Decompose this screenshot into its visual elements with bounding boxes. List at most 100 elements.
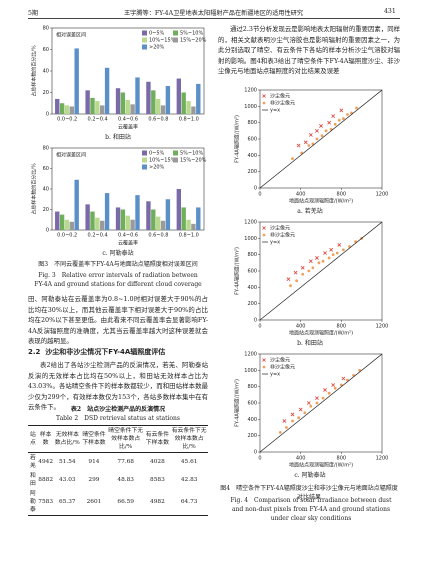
reference-line	[259, 221, 383, 321]
bar-chart: 0 20 40 60 80 占总样本数的百分比/% 0.0~0.2 0.2~0.4 0.4~0.…	[31, 26, 207, 131]
bar	[135, 195, 140, 230]
bar	[160, 220, 166, 230]
table-title-en: Table 2 DSD retrieval status at stations	[56, 415, 180, 422]
issue: 5期	[28, 10, 39, 17]
table-cell: 7583	[38, 499, 54, 505]
table-body: 若羌 4942 51.54 914 77.68 4028 45.61 和田 8882 43.03 2…	[28, 453, 208, 516]
legend-swatch	[142, 150, 147, 156]
bar	[100, 220, 105, 230]
point	[301, 272, 305, 276]
bar	[69, 106, 75, 114]
bar	[120, 209, 126, 230]
point	[297, 416, 301, 420]
legend-label: 沙尘像元	[270, 225, 290, 232]
x-tick-label: 0	[258, 192, 261, 198]
point	[327, 391, 331, 395]
table: 站点 样本数 无效样本数占比/% 晴空条件下样本数 晴空条件下无效样本数占比/% 有云条件…	[28, 425, 208, 516]
legend-swatch	[142, 44, 147, 50]
table-cell: 66.59	[117, 499, 134, 505]
y-tick-label: 800	[247, 384, 257, 390]
bar	[90, 97, 95, 114]
y-tick-label: 80	[43, 26, 49, 32]
point	[323, 251, 327, 255]
legend-label: y=x	[270, 372, 280, 378]
table-cell: 43.03	[58, 477, 76, 483]
legend-label: 非沙尘像元	[270, 100, 295, 107]
legend-swatch	[173, 157, 178, 163]
section-number: 2.2	[28, 348, 41, 356]
bar	[104, 193, 110, 230]
panel-caption: c. 阿勒泰站	[294, 472, 326, 479]
bar	[59, 214, 65, 230]
point	[296, 143, 301, 148]
page-number: 431	[384, 8, 396, 15]
x-axis-label: 云覆盖率	[118, 240, 138, 247]
legend-swatch	[262, 358, 266, 362]
y-tick-label: 800	[247, 120, 257, 126]
x-tick-label: 0.4~0.6	[118, 233, 138, 239]
x-tick-label: 800	[337, 456, 347, 462]
x-tick-label: 0	[258, 456, 261, 462]
legend-swatch	[262, 94, 266, 98]
table-cell: 8583	[150, 477, 165, 483]
legend-swatch	[142, 30, 147, 36]
legend-swatch	[173, 30, 178, 36]
bar	[155, 216, 161, 230]
scatter-chart: 0 200 400 600 800 1000 1200 0 400 800 1200 FY-4A辐照度…	[234, 220, 389, 337]
table-cell: 站点	[30, 432, 36, 446]
y-tick-label: 1200	[244, 220, 257, 226]
legend-label: 5%~10%	[180, 151, 203, 157]
point	[337, 242, 342, 247]
table-cell: 有云条件下样本数	[145, 432, 169, 446]
legend-label: 沙尘像元	[270, 93, 290, 100]
y-tick-label: 0	[46, 112, 49, 118]
y-tick-label: 400	[247, 417, 257, 423]
point	[331, 253, 335, 257]
x-tick-label: 1200	[376, 192, 389, 198]
x-tick-label: 0.2~0.4	[88, 117, 108, 123]
point	[309, 404, 313, 408]
table-cell: 和田	[30, 473, 36, 487]
bar	[90, 211, 95, 230]
y-tick-label: 20	[43, 207, 49, 213]
legend-title: 相对误差区间	[56, 32, 86, 39]
point	[333, 122, 337, 126]
y-tick-label: 0	[46, 228, 49, 234]
table-cell: 65.37	[58, 499, 76, 505]
point	[331, 114, 336, 119]
legend-label: 10%~15%	[149, 38, 176, 44]
point	[315, 137, 319, 141]
table-header: 站点 样本数 无效样本数占比/% 晴空条件下样本数 晴空条件下无效样本数占比/% 有云条件…	[28, 425, 208, 453]
point	[291, 419, 294, 423]
legend-label: y=x	[270, 240, 280, 246]
legend-swatch	[142, 37, 147, 43]
y-tick-label: 1000	[244, 368, 257, 374]
bar	[160, 105, 166, 114]
panel-caption: a. 若羌站	[297, 208, 323, 215]
table-row: 和田 8882 43.03 299 48.83 8583 42.83	[28, 471, 208, 489]
point	[278, 431, 282, 434]
x-tick-label: 0.8~1.0	[179, 117, 199, 123]
x-tick-label: 800	[337, 324, 347, 330]
x-tick-label: 400	[296, 324, 306, 330]
bar	[146, 81, 151, 114]
section-heading: 2.2 沙尘和非沙尘情况下FY-4A辐照度评估	[28, 347, 165, 357]
table-cell: 晴空条件下样本数	[82, 432, 106, 446]
x-axis-label: 地面站点观测辐照度/(W/m²)	[289, 330, 353, 337]
point	[339, 108, 344, 113]
bar	[95, 217, 100, 230]
point	[341, 117, 345, 120]
table-cell: 4942	[38, 459, 54, 465]
bar	[95, 101, 100, 114]
legend-label: 非沙尘像元	[270, 232, 295, 239]
x-tick-label: 1200	[376, 324, 389, 330]
bar	[130, 104, 135, 114]
bar	[151, 90, 156, 114]
point	[306, 401, 311, 405]
y-tick-label: 200	[247, 169, 257, 175]
table-cell: 8882	[38, 477, 54, 483]
table-cell: 914	[88, 459, 100, 465]
x-tick-label: 0.6~0.8	[148, 117, 168, 123]
y-tick-label: 400	[247, 285, 257, 291]
bar	[64, 219, 70, 230]
